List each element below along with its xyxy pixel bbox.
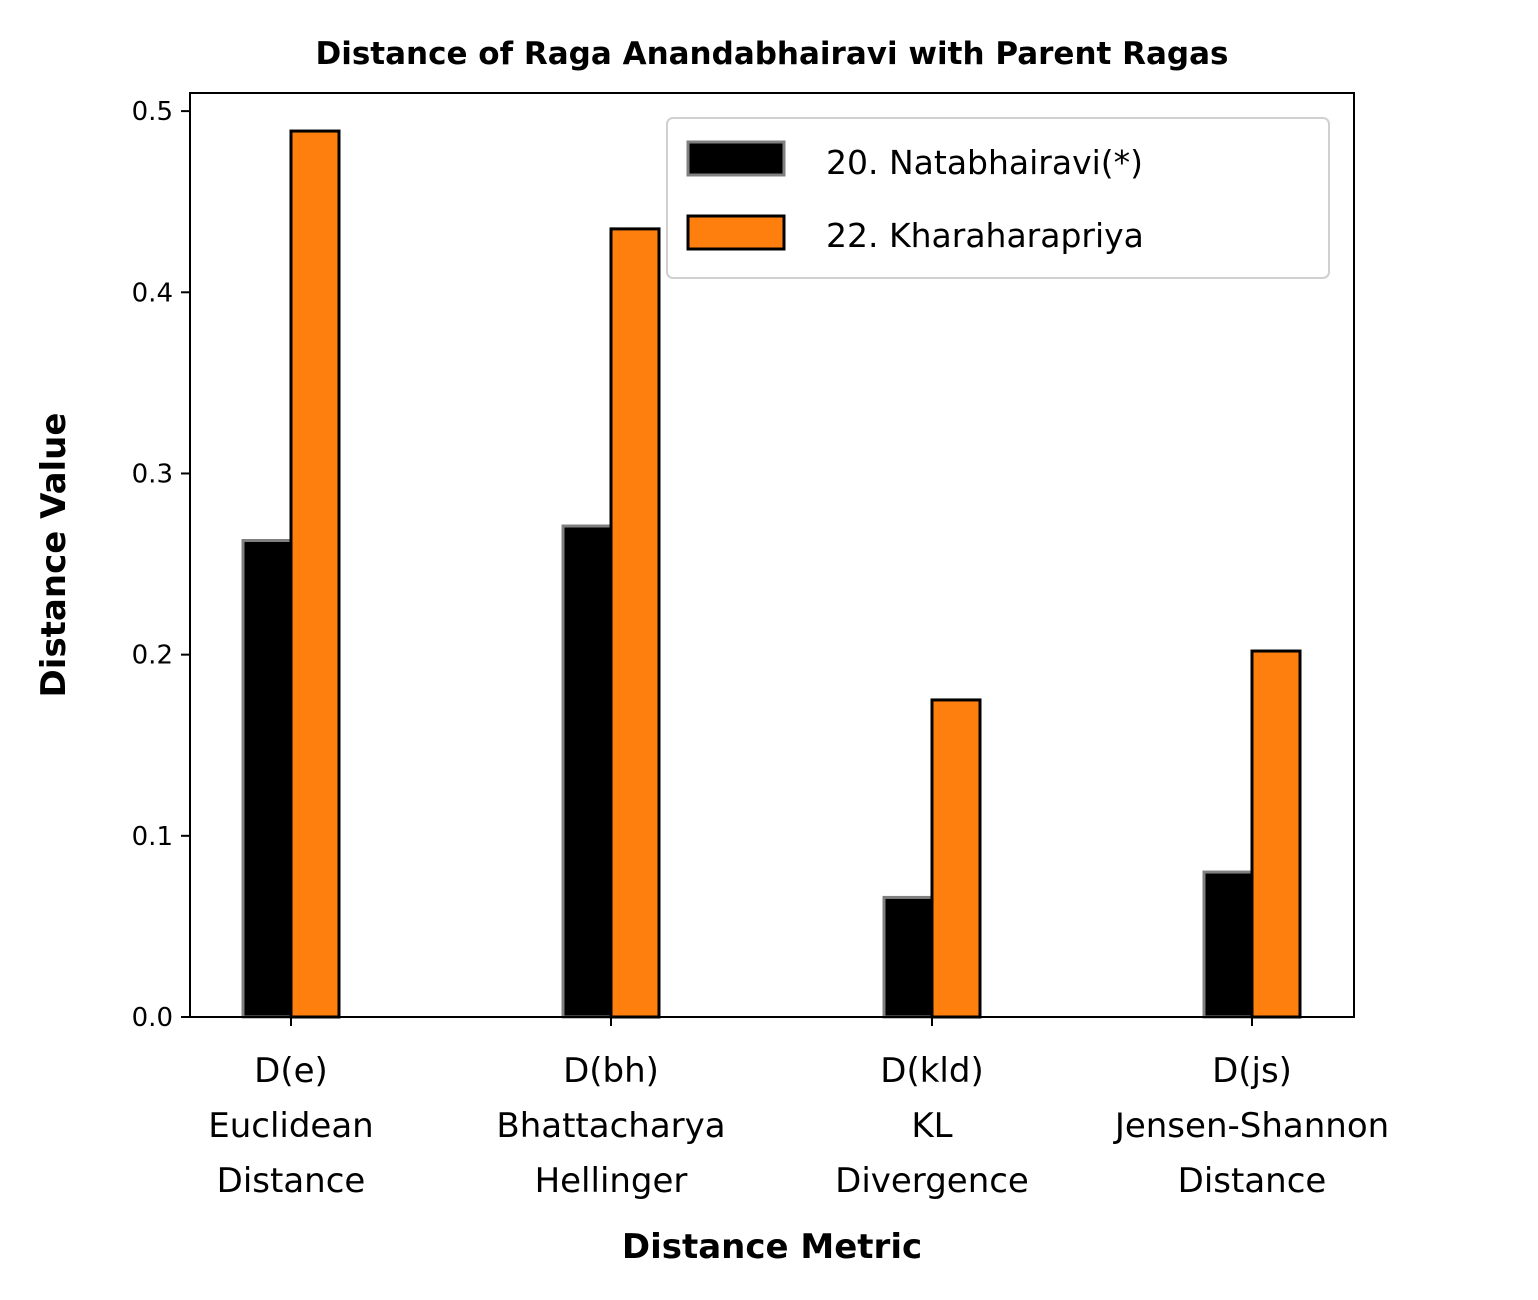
plot-area: 0.0 0.1 0.2 0.3 0.4 0.5 D(e) Euclidean Distance D… [132, 92, 1389, 1201]
bar-series0-cat2 [882, 895, 934, 1019]
bar-series0-cat0 [241, 539, 293, 1019]
legend-label-kharaharapriya: 22. Kharaharapriya [826, 216, 1144, 255]
legend: 20. Natabhairavi(*) 22. Kharaharapriya [666, 117, 1330, 279]
y-tick-label: 0.2 [132, 641, 173, 671]
y-axis-label: Distance Value [34, 413, 74, 698]
bar-series0-cat3 [1202, 870, 1254, 1019]
bar-series1-cat0 [289, 129, 341, 1019]
legend-label-natabhairavi: 20. Natabhairavi(*) [826, 143, 1143, 182]
bar-series1-cat1 [609, 227, 661, 1019]
bar-series1-cat3 [1250, 649, 1302, 1019]
legend-frame [666, 117, 1330, 279]
chart-title: Distance of Raga Anandabhairavi with Par… [316, 36, 1229, 72]
x-axis-label: Distance Metric [622, 1227, 922, 1267]
bar-series1-cat2 [930, 698, 982, 1019]
x-tick-label: D(js) Jensen-Shannon Distance [1113, 1051, 1389, 1201]
y-tick-label: 0.1 [132, 822, 173, 852]
y-tick-label: 0.3 [132, 459, 173, 489]
x-tick-label: D(e) Euclidean Distance [208, 1051, 374, 1201]
legend-swatch-natabhairavi [686, 140, 786, 177]
y-tick-label: 0.0 [132, 1003, 173, 1033]
x-tick-label: D(bh) Bhattacharya Hellinger [496, 1051, 725, 1201]
axes-frame [189, 92, 1355, 1018]
legend-swatch-kharaharapriya [686, 214, 786, 251]
bar-series0-cat1 [561, 524, 613, 1019]
y-tick-label: 0.4 [132, 278, 173, 308]
y-tick-label: 0.5 [132, 97, 173, 127]
x-tick-label: D(kld) KL Divergence [835, 1051, 1029, 1201]
